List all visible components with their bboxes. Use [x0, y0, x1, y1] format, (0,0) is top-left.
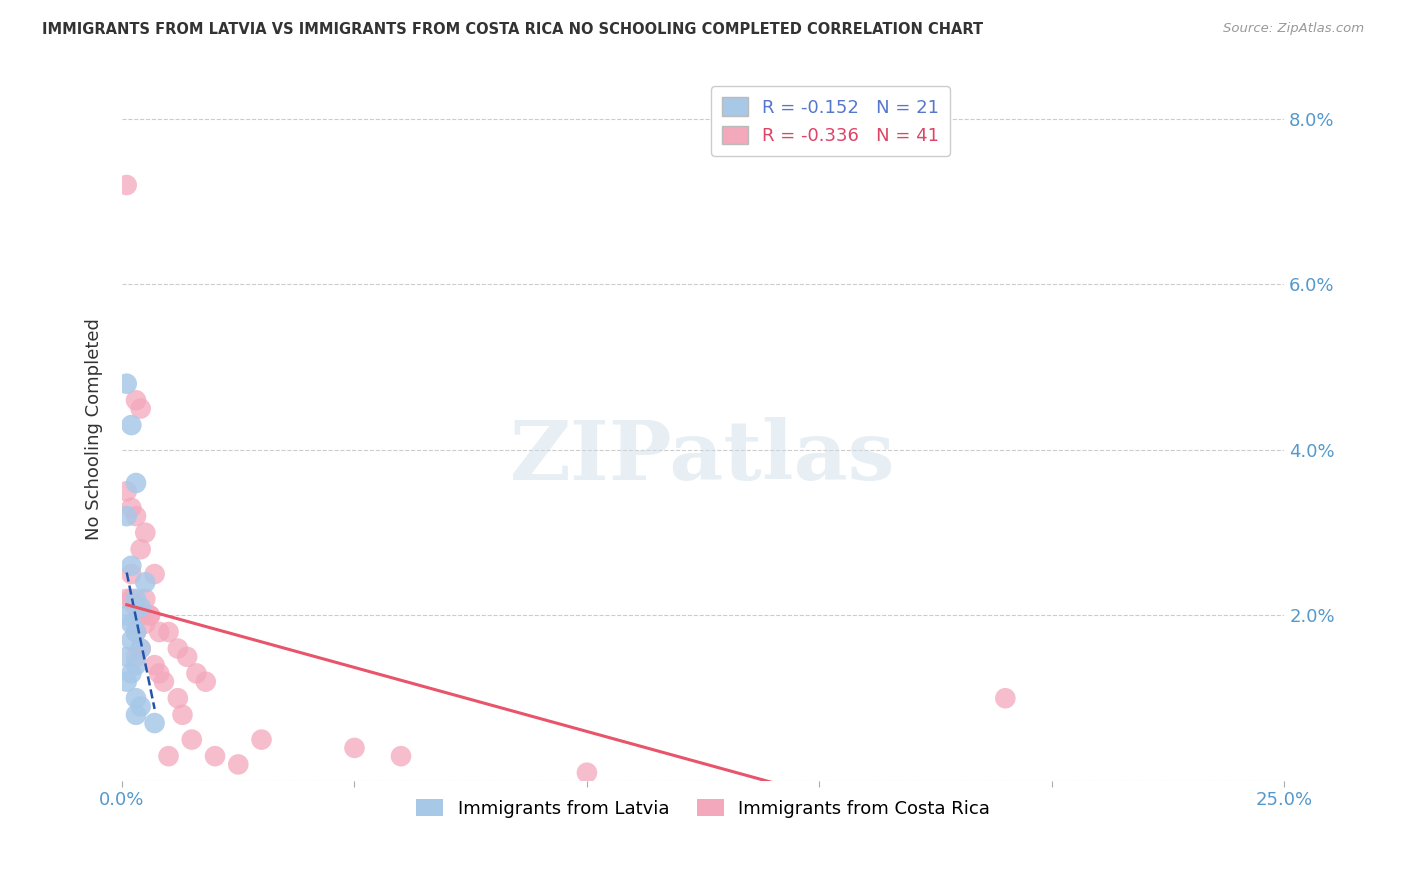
Point	[129, 699, 152, 714]
Point	[180, 732, 202, 747]
Point	[125, 591, 148, 606]
Point	[120, 558, 142, 573]
Legend: Immigrants from Latvia, Immigrants from Costa Rica: Immigrants from Latvia, Immigrants from …	[409, 791, 997, 825]
Point	[134, 525, 156, 540]
Text: Source: ZipAtlas.com: Source: ZipAtlas.com	[1223, 22, 1364, 36]
Point	[134, 591, 156, 606]
Point	[125, 476, 148, 491]
Point	[148, 666, 170, 681]
Point	[115, 484, 138, 499]
Point	[115, 608, 138, 623]
Point	[343, 740, 366, 755]
Point	[166, 691, 188, 706]
Point	[125, 625, 148, 640]
Point	[125, 393, 148, 408]
Point	[115, 674, 138, 689]
Point	[134, 575, 156, 590]
Point	[125, 649, 148, 664]
Point	[157, 625, 180, 640]
Point	[120, 418, 142, 433]
Point	[153, 674, 176, 689]
Point	[143, 567, 166, 582]
Point	[134, 616, 156, 631]
Point	[994, 691, 1017, 706]
Point	[186, 666, 208, 681]
Text: ZIPatlas: ZIPatlas	[510, 417, 896, 498]
Point	[129, 600, 152, 615]
Point	[129, 401, 152, 416]
Point	[139, 608, 162, 623]
Point	[115, 376, 138, 391]
Point	[125, 691, 148, 706]
Point	[143, 658, 166, 673]
Point	[139, 608, 162, 623]
Point	[166, 641, 188, 656]
Y-axis label: No Schooling Completed: No Schooling Completed	[86, 318, 103, 541]
Point	[125, 625, 148, 640]
Point	[120, 666, 142, 681]
Text: IMMIGRANTS FROM LATVIA VS IMMIGRANTS FROM COSTA RICA NO SCHOOLING COMPLETED CORR: IMMIGRANTS FROM LATVIA VS IMMIGRANTS FRO…	[42, 22, 983, 37]
Point	[129, 608, 152, 623]
Point	[115, 591, 138, 606]
Point	[194, 674, 217, 689]
Point	[125, 509, 148, 524]
Point	[115, 509, 138, 524]
Point	[115, 649, 138, 664]
Point	[125, 658, 148, 673]
Point	[157, 749, 180, 764]
Point	[125, 707, 148, 722]
Point	[389, 749, 412, 764]
Point	[120, 616, 142, 631]
Point	[129, 641, 152, 656]
Point	[143, 716, 166, 731]
Point	[129, 542, 152, 557]
Point	[129, 641, 152, 656]
Point	[176, 649, 198, 664]
Point	[120, 633, 142, 648]
Point	[115, 178, 138, 192]
Point	[148, 625, 170, 640]
Point	[120, 567, 142, 582]
Point	[575, 765, 598, 780]
Point	[250, 732, 273, 747]
Point	[172, 707, 194, 722]
Point	[120, 591, 142, 606]
Point	[204, 749, 226, 764]
Point	[120, 500, 142, 515]
Point	[226, 757, 249, 772]
Point	[125, 600, 148, 615]
